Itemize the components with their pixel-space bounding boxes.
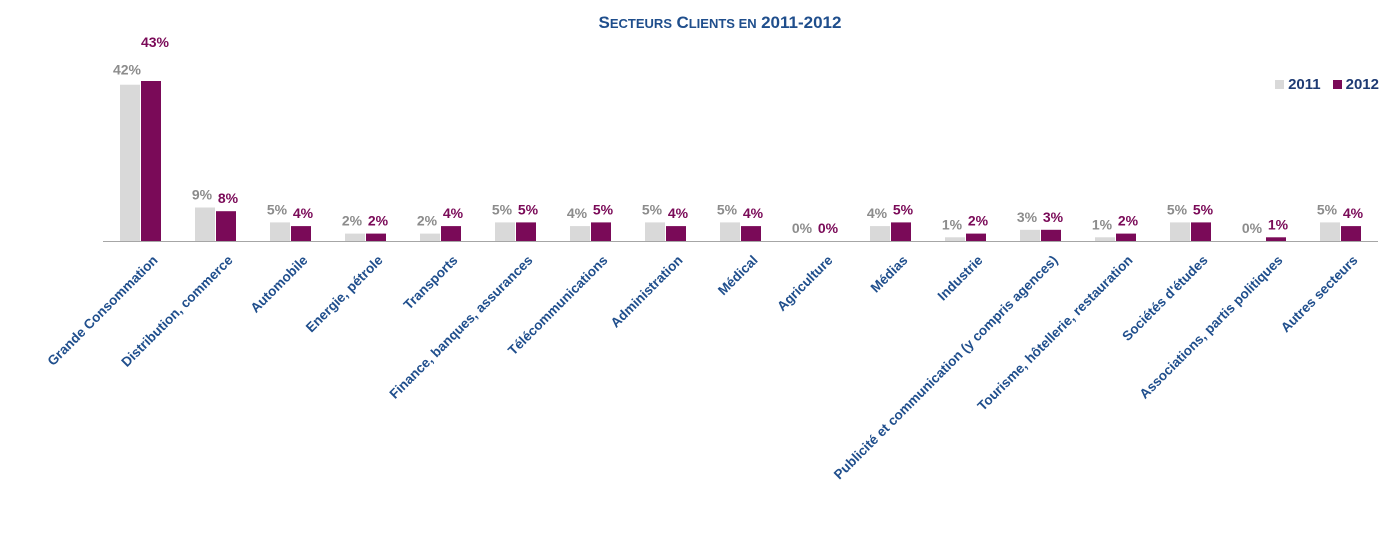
data-label-2011-12: 3% [1017,209,1038,225]
data-label-2011-4: 2% [417,213,438,229]
bar-2011-0 [120,84,140,241]
x-tick-label-8: Médical [715,253,761,299]
bar-2011-2 [270,222,290,241]
bar-2011-1 [195,207,215,241]
data-label-2012-14: 5% [1193,201,1214,217]
bar-2012-14 [1191,222,1211,241]
bar-2011-8 [720,222,740,241]
bar-2012-12 [1041,229,1061,241]
legend: 2011 2012 [1275,76,1379,93]
data-label-2012-2: 4% [293,205,314,221]
title-ecteurs: ECTEURS [609,16,672,31]
x-tick-label-11: Industrie [935,252,986,303]
x-tick-label-13: Tourisme, hôtellerie, restauration [975,253,1136,414]
data-label-2012-13: 2% [1118,213,1139,229]
data-label-2011-11: 1% [942,216,963,232]
data-label-2011-16: 5% [1317,201,1338,217]
data-label-2011-0: 42% [113,62,142,78]
legend-swatch-2012 [1332,80,1342,89]
data-label-2012-7: 4% [668,205,689,221]
data-label-2011-13: 1% [1092,216,1113,232]
legend-label-2012: 2012 [1345,76,1379,93]
legend-swatch-2011 [1275,80,1285,89]
bar-2012-3 [366,233,386,241]
bar-2011-13 [1095,237,1115,241]
data-label-2012-12: 3% [1043,209,1064,225]
data-label-2011-10: 4% [867,205,888,221]
bar-2011-14 [1170,222,1190,241]
chart-title: SECTEURS CLIENTS EN 2011-2012 [0,13,1391,33]
data-label-2012-11: 2% [968,213,989,229]
data-label-2011-2: 5% [267,201,288,217]
bar-2012-4 [441,226,461,241]
title-years: 2011-2012 [761,13,842,32]
data-label-2012-6: 5% [593,201,614,217]
title-c: C [676,13,689,32]
bar-2011-3 [345,233,365,241]
bar-2011-4 [420,233,440,241]
title-s: S [598,13,610,32]
legend-item-2012: 2012 [1332,76,1379,93]
bar-2012-6 [591,222,611,241]
x-tick-label-9: Agriculture [774,252,836,314]
data-label-2011-7: 5% [642,201,663,217]
x-tick-label-16: Autres secteurs [1278,253,1361,336]
x-tick-label-4: Transports [401,253,461,313]
bar-2012-0 [141,81,161,241]
data-label-2012-8: 4% [743,205,764,221]
data-label-2012-15: 1% [1268,216,1289,232]
bar-2012-8 [741,226,761,241]
bar-2012-1 [216,211,236,241]
bar-2012-13 [1116,233,1136,241]
x-tick-label-7: Administration [608,253,686,331]
data-label-2012-9: 0% [818,220,839,236]
legend-item-2011: 2011 [1275,76,1321,93]
bar-2011-7 [645,222,665,241]
x-tick-label-2: Automobile [248,252,311,315]
x-tick-label-15: Associations, partis politiques [1137,253,1286,402]
bar-2012-5 [516,222,536,241]
bar-2012-10 [891,222,911,241]
data-label-2012-3: 2% [368,213,389,229]
x-tick-label-5: Finance, banques, assurances [387,253,536,402]
data-label-2011-3: 2% [342,213,363,229]
data-label-2011-14: 5% [1167,201,1188,217]
bar-2012-11 [966,233,986,241]
bar-2011-11 [945,237,965,241]
title-lients-en: LIENTS EN [688,16,757,31]
bar-2011-6 [570,226,590,241]
data-label-2012-10: 5% [893,201,914,217]
data-label-2011-1: 9% [192,187,213,203]
data-label-2012-0: 43% [141,34,170,50]
legend-label-2011: 2011 [1288,76,1321,93]
data-label-2011-8: 5% [717,201,738,217]
data-label-2012-4: 4% [443,205,464,221]
x-tick-label-10: Médias [868,253,911,296]
data-label-2011-15: 0% [1242,220,1263,236]
data-label-2011-9: 0% [792,220,813,236]
bar-2012-16 [1341,226,1361,241]
data-label-2011-6: 4% [567,205,588,221]
bar-2011-12 [1020,229,1040,241]
bar-2011-16 [1320,222,1340,241]
x-tick-label-3: Energie, pétrole [303,252,386,335]
bar-2012-15 [1266,237,1286,241]
bar-2012-2 [291,226,311,241]
data-label-2012-16: 4% [1343,205,1364,221]
data-label-2012-5: 5% [518,201,539,217]
data-label-2011-5: 5% [492,201,513,217]
bar-2012-7 [666,226,686,241]
bar-2011-5 [495,222,515,241]
bar-2011-10 [870,226,890,241]
data-label-2012-1: 8% [218,190,239,206]
